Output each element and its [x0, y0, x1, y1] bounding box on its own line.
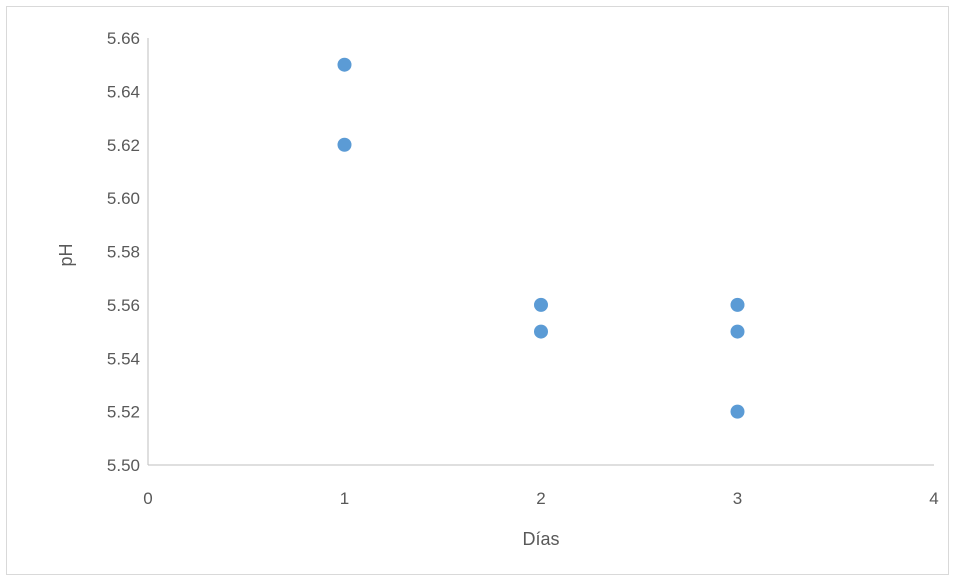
x-tick-label: 3	[733, 489, 742, 508]
x-tick-label: 2	[536, 489, 545, 508]
y-tick-label: 5.52	[107, 403, 140, 422]
y-tick-label: 5.64	[107, 82, 140, 101]
data-points	[337, 57, 745, 419]
y-tick-label: 5.56	[107, 296, 140, 315]
y-axis-label: pH	[56, 243, 76, 266]
data-point	[730, 297, 745, 312]
data-point	[730, 404, 745, 419]
y-tick-label: 5.58	[107, 243, 140, 262]
data-point	[730, 324, 745, 339]
x-tick-label: 4	[929, 489, 938, 508]
data-point	[337, 137, 352, 152]
data-point	[534, 324, 548, 339]
chart-frame	[6, 6, 949, 575]
y-tick-label: 5.60	[107, 189, 140, 208]
x-tick-label: 0	[143, 489, 152, 508]
y-tick-labels: 5.50 5.52 5.54 5.56 5.58 5.60 5.62 5.64 5.66	[107, 29, 140, 475]
x-tick-labels: 0 1 2 3 4	[143, 489, 938, 508]
y-tick-label: 5.66	[107, 29, 140, 48]
x-axis-label: Días	[522, 529, 559, 549]
x-tick-label: 1	[340, 489, 349, 508]
data-point	[337, 57, 352, 72]
data-point	[534, 297, 548, 312]
y-tick-label: 5.50	[107, 456, 140, 475]
y-tick-label: 5.54	[107, 349, 140, 368]
y-tick-label: 5.62	[107, 136, 140, 155]
